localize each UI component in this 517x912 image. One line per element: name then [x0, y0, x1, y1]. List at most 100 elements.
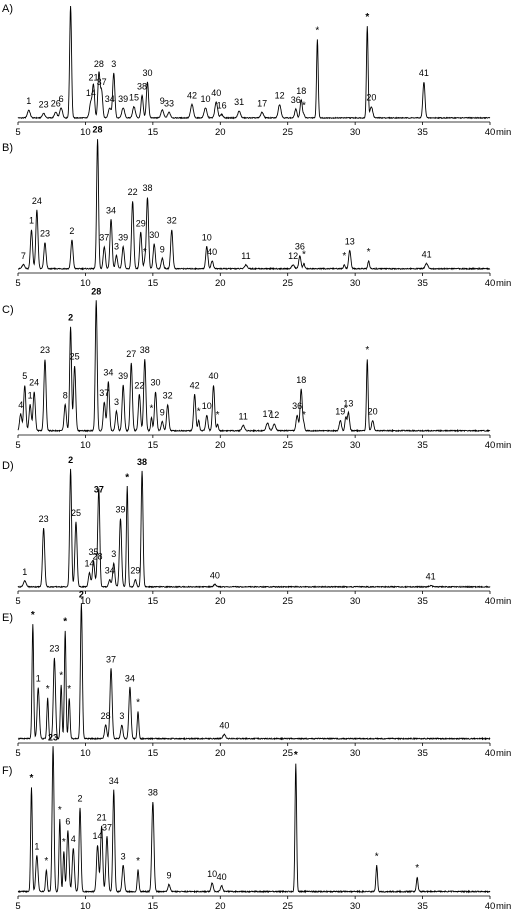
peak-label: *	[63, 617, 67, 628]
peak-label: *	[294, 750, 298, 761]
peak-label: *	[302, 250, 306, 261]
x-tick-label: 5	[15, 278, 20, 289]
peak-label: 37	[94, 484, 104, 494]
x-tick-label: 10	[80, 127, 91, 138]
peak-label: 36	[295, 242, 305, 252]
peak-label: *	[365, 12, 369, 23]
chromatogram-trace	[17, 746, 491, 894]
x-tick-label: 15	[148, 748, 159, 759]
peak-label: 25	[70, 352, 80, 362]
peak-label: 30	[151, 378, 161, 388]
peak-label: 3	[111, 549, 116, 559]
peak-label: 40	[207, 247, 217, 257]
peak-label: 10	[202, 401, 212, 411]
peak-label: *	[136, 856, 140, 867]
x-tick-label: 25	[282, 748, 293, 759]
chromatogram-panel: C)5 10 15 20 25 30 35 40 min45124238225283734339…	[2, 287, 511, 451]
x-tick-label: 40	[485, 748, 496, 759]
peak-label: *	[365, 345, 369, 356]
peak-label: 34	[125, 673, 135, 683]
x-tick-label: 30	[350, 596, 361, 607]
x-tick-label: 30	[350, 748, 361, 759]
peak-label: 30	[142, 68, 152, 78]
peak-label: 33	[164, 98, 174, 108]
peak-label: 19	[335, 406, 345, 416]
x-tick-label: 35	[417, 901, 428, 912]
x-tick-label: 40	[485, 901, 496, 912]
peak-label: 10	[200, 94, 210, 104]
peak-label: *	[342, 251, 346, 262]
panel-label: E)	[2, 612, 13, 624]
peak-label: 4	[18, 400, 23, 410]
peak-label: *	[302, 410, 306, 421]
peak-label: *	[375, 851, 379, 862]
peak-label: 9	[160, 244, 165, 254]
peak-label: 1	[28, 391, 33, 401]
x-axis-unit: min	[496, 127, 511, 138]
peak-label: 9	[160, 96, 165, 106]
peak-label: 14	[84, 559, 94, 569]
peak-label: 17	[257, 98, 267, 108]
x-tick-label: 20	[215, 127, 226, 138]
x-axis-unit: min	[496, 278, 511, 289]
peak-label: 34	[105, 566, 115, 576]
peak-label: 5	[22, 371, 27, 381]
peak-label: 23	[48, 733, 58, 743]
chromatogram-trace	[17, 468, 491, 589]
peak-label: 6	[59, 94, 64, 104]
x-tick-label: 10	[80, 901, 91, 912]
x-axis-unit: min	[496, 901, 511, 912]
peak-label: 38	[148, 788, 158, 798]
peak-label: 25	[71, 508, 81, 518]
peak-label: 40	[217, 872, 227, 882]
chromatogram-trace	[17, 6, 491, 120]
peak-label: 3	[114, 397, 119, 407]
peak-label: *	[44, 856, 48, 867]
peak-label: 22	[134, 380, 144, 390]
peak-label: 14	[86, 88, 96, 98]
x-axis-unit: min	[496, 748, 511, 759]
x-tick-label: 20	[215, 748, 226, 759]
x-tick-label: 35	[417, 596, 428, 607]
x-tick-label: 5	[15, 596, 20, 607]
peak-label: 36	[291, 95, 301, 105]
x-tick-label: 10	[80, 440, 91, 451]
peak-label: 31	[234, 97, 244, 107]
peak-label: *	[59, 671, 63, 682]
peak-label: 21	[97, 812, 107, 822]
peak-label: *	[197, 406, 201, 417]
peak-label: *	[216, 410, 220, 421]
peak-label: 40	[211, 88, 221, 98]
peak-label: 9	[167, 870, 172, 880]
peak-label: 10	[202, 233, 212, 243]
peak-label: 24	[32, 196, 42, 206]
panel-label: C)	[2, 304, 14, 316]
x-tick-label: 15	[148, 440, 159, 451]
chromatogram-panel: A)510152025303540min12362621421283734339…	[2, 0, 511, 138]
x-tick-label: 35	[417, 127, 428, 138]
peak-label: 7	[21, 251, 26, 261]
panel-label: A)	[2, 3, 13, 15]
peak-label: 28	[91, 287, 101, 297]
peak-label: 34	[109, 776, 119, 786]
peak-label: 34	[106, 205, 116, 215]
x-tick-label: 20	[215, 596, 226, 607]
panel-label: D)	[2, 460, 14, 472]
x-tick-label: 25	[282, 901, 293, 912]
peak-label: 38	[140, 345, 150, 355]
peak-label: 37	[99, 388, 109, 398]
peak-label: 28	[94, 59, 104, 69]
x-tick-label: 30	[350, 901, 361, 912]
x-tick-label: 15	[148, 278, 159, 289]
peak-label: 3	[119, 711, 124, 721]
peak-label: 15	[129, 93, 139, 103]
peak-label: 17	[262, 409, 272, 419]
peak-label: 27	[126, 349, 136, 359]
peak-label: 39	[118, 233, 128, 243]
peak-label: 34	[105, 94, 115, 104]
chromatogram-trace	[17, 300, 491, 433]
peak-label: 37	[106, 654, 116, 664]
peak-label: *	[315, 25, 319, 36]
